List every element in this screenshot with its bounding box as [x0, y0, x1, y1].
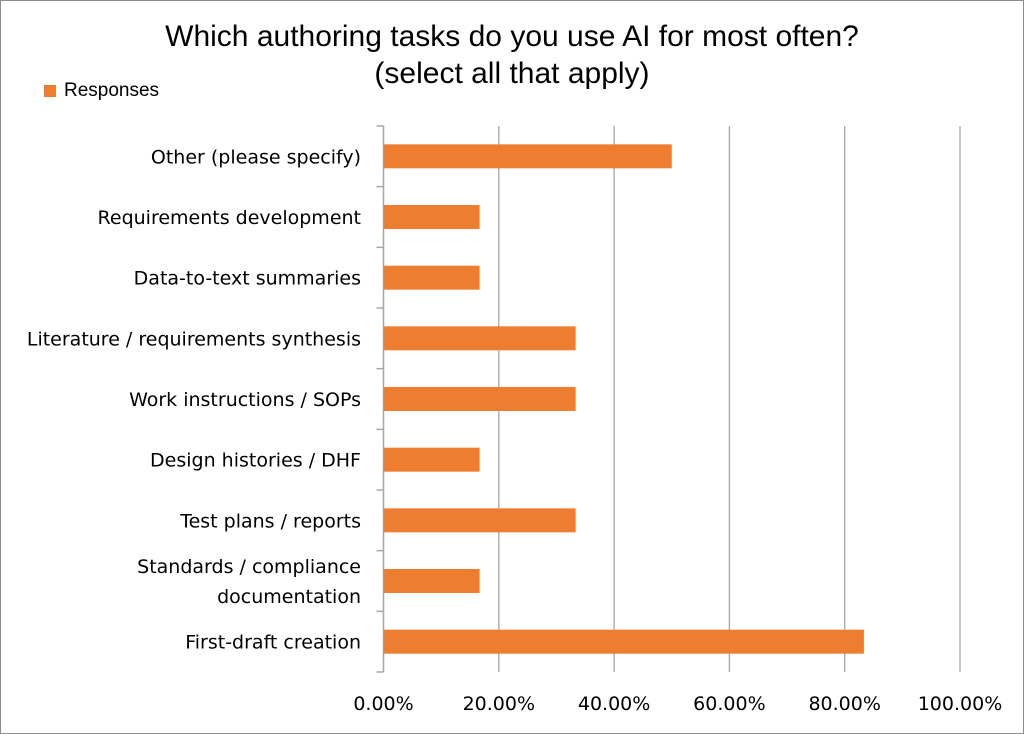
y-category-label: Data-to-text summaries: [134, 268, 361, 290]
x-tick-label: 20.00%: [463, 693, 535, 715]
x-tick-label: 80.00%: [808, 693, 880, 715]
chart-title: Which authoring tasks do you use AI for …: [0, 18, 1024, 92]
bar: [383, 508, 576, 533]
legend-label: Responses: [64, 80, 160, 101]
y-category-label: First-draft creation: [185, 632, 361, 654]
chart-legend: Responses: [44, 80, 159, 102]
bar: [383, 629, 864, 654]
bar: [383, 447, 480, 472]
bar: [383, 387, 576, 411]
chart-title-line1: Which authoring tasks do you use AI for …: [165, 20, 859, 53]
y-category-label: Requirements development: [98, 207, 361, 229]
x-tick-label: 40.00%: [578, 693, 650, 715]
x-tick-label: 0.00%: [353, 693, 413, 715]
bar: [383, 265, 480, 290]
bar: [383, 144, 672, 169]
legend-swatch: [44, 85, 56, 97]
y-category-label: documentation: [217, 586, 361, 608]
bar: [383, 569, 480, 593]
y-category-label: Other (please specify): [151, 146, 361, 168]
y-category-label: Work instructions / SOPs: [129, 389, 361, 411]
bar: [383, 205, 480, 229]
y-category-label: Design histories / DHF: [150, 450, 361, 472]
y-category-label: Standards / compliance: [137, 556, 361, 578]
x-tick-label: 60.00%: [693, 693, 765, 715]
y-category-label: Test plans / reports: [179, 510, 361, 532]
bar: [383, 326, 576, 351]
y-category-label: Literature / requirements synthesis: [27, 328, 361, 350]
chart-title-line2: (select all that apply): [374, 57, 650, 90]
x-tick-label: 100.00%: [918, 693, 1003, 715]
